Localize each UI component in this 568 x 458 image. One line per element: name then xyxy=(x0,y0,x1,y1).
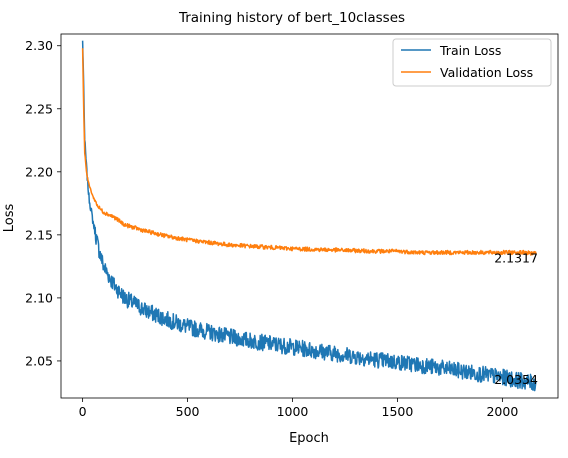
y-axis-label: Loss xyxy=(2,204,17,233)
y-tick-label: 2.25 xyxy=(25,101,53,116)
y-tick-label: 2.10 xyxy=(25,290,53,305)
x-tick-label: 2000 xyxy=(486,404,518,419)
plot-frame xyxy=(60,33,559,399)
train-loss-line xyxy=(81,40,537,392)
validation-final-loss-label: 2.1317 xyxy=(494,250,538,265)
y-tick-label: 2.20 xyxy=(25,164,53,179)
legend: Train Loss Validation Loss xyxy=(392,38,552,87)
train-final-loss-label: 2.0354 xyxy=(494,372,538,387)
x-tick-label: 1000 xyxy=(277,404,309,419)
x-axis-label: Epoch xyxy=(289,431,329,446)
legend-label-validation: Validation Loss xyxy=(440,65,533,80)
chart-title: Training history of bert_10classes xyxy=(178,10,405,26)
x-tick-label: 0 xyxy=(79,404,87,419)
x-tick-label: 500 xyxy=(176,404,200,419)
validation-loss-line xyxy=(81,48,537,256)
y-tick-label: 2.30 xyxy=(25,38,53,53)
x-tick-label: 1500 xyxy=(382,404,414,419)
legend-box xyxy=(392,38,552,87)
y-tick-label: 2.05 xyxy=(25,353,53,368)
legend-label-train: Train Loss xyxy=(439,43,501,58)
y-tick-label: 2.15 xyxy=(25,227,53,242)
